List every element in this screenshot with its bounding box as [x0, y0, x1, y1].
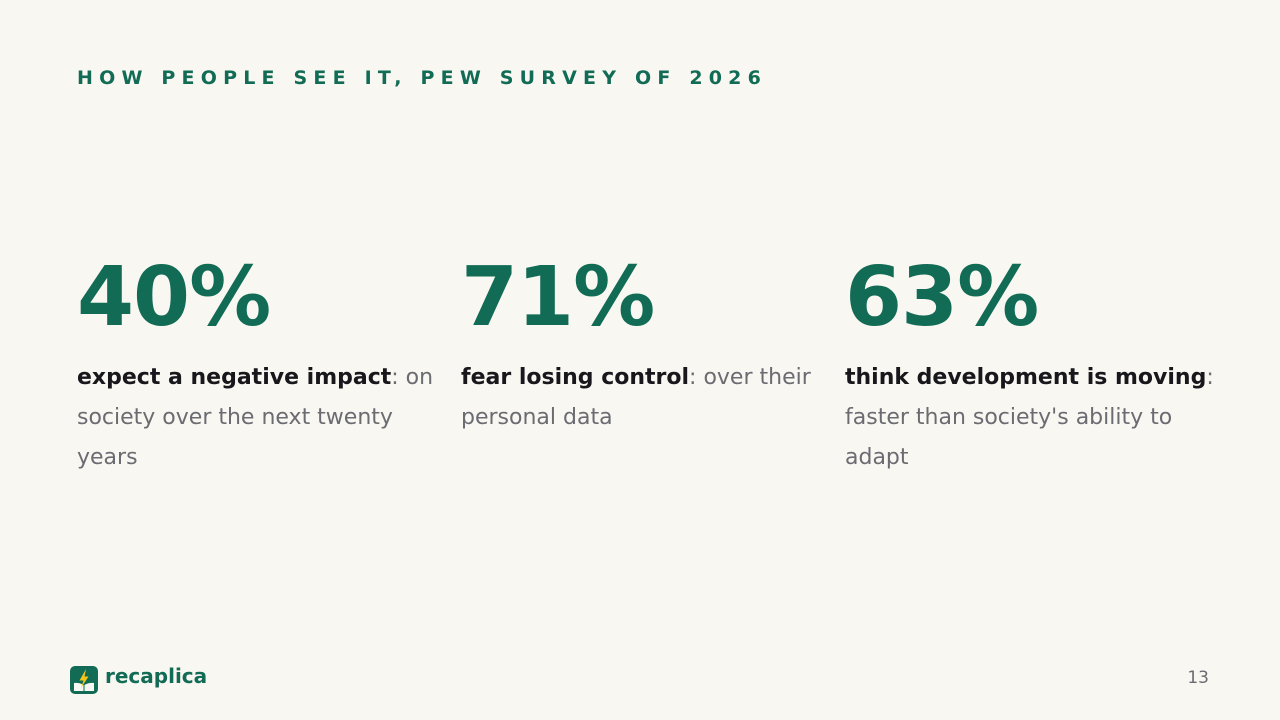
- stat-rest: : faster than society's ability to adapt: [845, 365, 1214, 470]
- brand-name: recaplica: [105, 664, 208, 688]
- stat-description: fear losing control: over their personal…: [461, 358, 833, 438]
- stat-description: think development is moving: faster than…: [845, 358, 1217, 478]
- stat-rest: : over their personal data: [461, 365, 811, 430]
- stat-value: 63%: [845, 250, 1039, 345]
- bolt-book-logo-icon: [70, 666, 98, 694]
- stat-value: 40%: [77, 250, 271, 345]
- stat-rest: : on society over the next twenty years: [77, 365, 434, 470]
- stat-lead: expect a negative impact: [77, 365, 392, 390]
- stat-lead: fear losing control: [461, 365, 690, 390]
- brand-footer: recaplica: [70, 664, 208, 694]
- stat-lead: think development is moving: [845, 365, 1207, 390]
- stat-description: expect a negative impact: on society ove…: [77, 358, 449, 478]
- slide-eyebrow-title: HOW PEOPLE SEE IT, PEW SURVEY OF 2026: [77, 67, 768, 89]
- stat-negative-impact: 40% expect a negative impact: on society…: [77, 252, 449, 478]
- stat-losing-control: 71% fear losing control: over their pers…: [461, 252, 833, 438]
- stat-development-speed: 63% think development is moving: faster …: [845, 252, 1217, 478]
- stat-value: 71%: [461, 250, 655, 345]
- page-number: 13: [1187, 668, 1209, 688]
